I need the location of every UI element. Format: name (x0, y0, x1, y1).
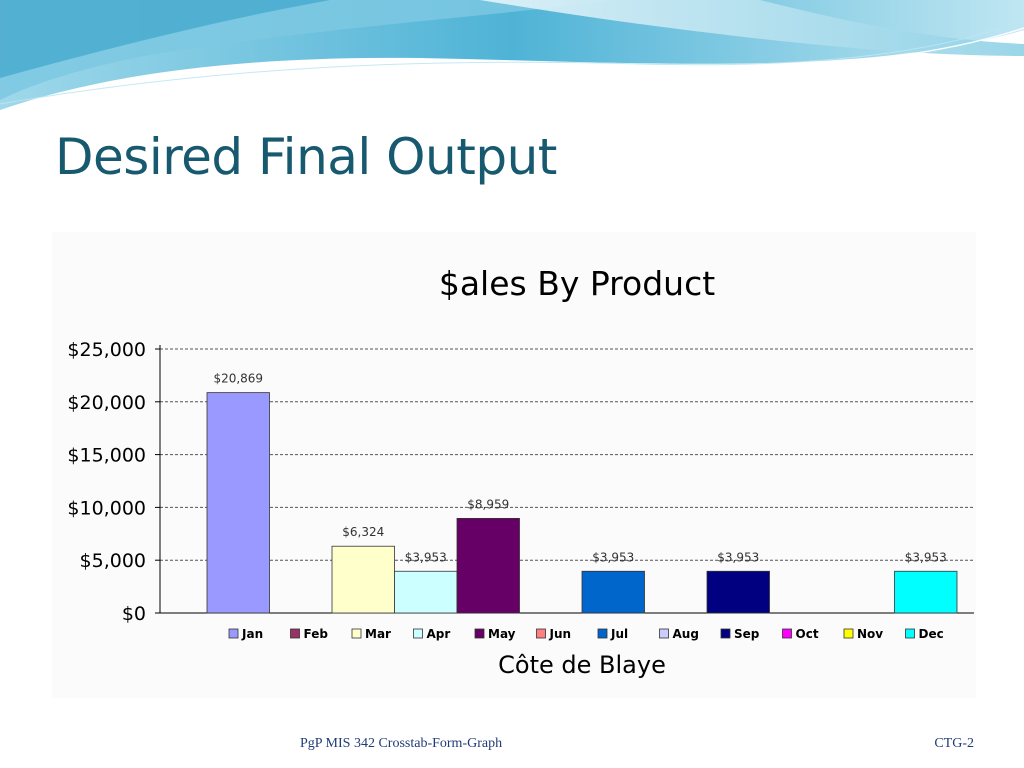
legend-label: Feb (304, 627, 329, 641)
chart-title: $ales By Product (439, 264, 715, 303)
legend-swatch (597, 628, 608, 639)
bar-jul (581, 570, 645, 614)
legend-item-sep: Sep (720, 627, 760, 641)
legend-label: May (488, 627, 516, 641)
slide-title: Desired Final Output (55, 128, 557, 186)
legend-swatch (413, 628, 423, 639)
data-label-sep: $3,953 (717, 550, 759, 564)
chart-panel: $ales By Product $0 $5,000 $10,000 $15,000 $… (52, 232, 976, 698)
legend-swatch (228, 628, 239, 639)
legend-label: Apr (427, 627, 451, 641)
sales-bar-chart: $ales By Product $0$5,000$10,000$15,000$… (67, 264, 974, 679)
legend-label: Jun (549, 627, 572, 641)
legend-swatch (290, 628, 300, 639)
legend-item-nov: Nov (843, 627, 883, 641)
legend-item-jun: Jun (536, 627, 572, 641)
legend-item-feb: Feb (290, 627, 329, 641)
bar-jan (206, 392, 270, 614)
bars (206, 392, 958, 614)
legend-swatch (782, 628, 792, 639)
data-label-jan: $20,869 (213, 372, 263, 386)
data-label-may: $8,959 (467, 497, 509, 511)
legend-label: Dec (919, 627, 944, 641)
legend-item-aug: Aug (659, 627, 699, 641)
legend-label: Jan (241, 627, 263, 641)
legend-swatch (474, 628, 485, 639)
data-label-apr: $3,953 (405, 550, 447, 564)
legend-swatch (905, 628, 915, 639)
legend: Jan Feb Mar Apr May Jun Jul Aug Sep Oct Nov Dec (228, 627, 944, 641)
bar-mar (331, 545, 395, 614)
y-tick-label: $15,000 (67, 445, 146, 467)
legend-label: Aug (673, 627, 699, 641)
legend-item-jul: Jul (597, 627, 628, 641)
legend-label: Jul (610, 627, 628, 641)
legend-swatch (351, 628, 362, 639)
legend-swatch (843, 628, 854, 639)
bar-may (456, 517, 520, 614)
bar-sep (706, 570, 770, 614)
grid-lines (160, 348, 974, 561)
y-axis: $0 $5,000 $10,000 $15,000 $20,000 $25,000 (67, 339, 974, 625)
legend-item-oct: Oct (782, 627, 819, 641)
x-axis-title: Côte de Blaye (498, 651, 666, 679)
legend-item-dec: Dec (905, 627, 944, 641)
bar-dec (894, 570, 958, 614)
data-label-jul: $3,953 (592, 550, 634, 564)
y-tick-label: $0 (122, 603, 146, 625)
y-tick-label: $10,000 (67, 497, 146, 519)
y-tick-label: $20,000 (67, 392, 146, 414)
legend-item-jan: Jan (228, 627, 263, 641)
legend-label: Mar (365, 627, 391, 641)
legend-item-mar: Mar (351, 627, 391, 641)
legend-label: Sep (734, 627, 760, 641)
data-label-dec: $3,953 (905, 550, 947, 564)
legend-swatch (720, 628, 731, 639)
header-wave-decoration (0, 0, 1024, 113)
y-tick-label: $5,000 (80, 550, 146, 572)
footer-course-label: PgP MIS 342 Crosstab-Form-Graph (300, 736, 503, 751)
legend-item-may: May (474, 627, 516, 641)
legend-swatch (536, 628, 546, 639)
legend-label: Nov (857, 627, 883, 641)
y-tick-label: $25,000 (67, 339, 146, 361)
legend-label: Oct (796, 627, 819, 641)
legend-item-apr: Apr (413, 627, 451, 641)
data-labels: $20,869 $6,324 $3,953 $8,959 $3,953 $3,953 $3,… (213, 372, 946, 565)
legend-swatch (659, 628, 669, 639)
bar-apr (394, 570, 458, 614)
data-label-mar: $6,324 (342, 525, 384, 539)
footer-slide-number: CTG-2 (934, 736, 974, 751)
